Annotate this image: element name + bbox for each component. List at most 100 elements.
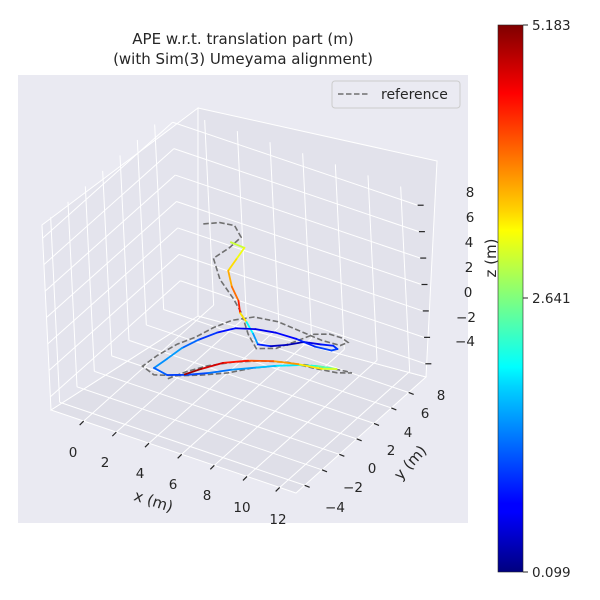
chart-title-line2: (with Sim(3) Umeyama alignment) [113,50,373,68]
grid-line [48,253,180,371]
estimate-segment [227,258,238,272]
grid-line [94,370,340,455]
estimate-segment [295,337,316,348]
axis-tick [339,453,345,457]
z-tick-label: −4 [455,334,475,350]
axis-tick [177,453,183,459]
estimate-segment [227,269,233,288]
x-tick-labels: 0 2 4 6 8 10 12 [69,445,287,528]
estimate-segment [316,365,334,370]
colorbar-tick-label-mid: 2.641 [532,291,571,307]
estimate-segment [286,341,305,346]
reference-trajectory [141,221,353,380]
grid-layer [42,120,432,492]
grid-line [83,304,214,422]
grid-line [175,174,421,259]
estimate-segment [185,372,210,376]
colorbar-gradient [498,25,523,572]
estimate-segment [153,357,169,369]
estimate-segment [183,367,203,376]
y-tick-label: 6 [421,406,430,422]
estimate-segment [230,285,240,302]
z-tick-label: −2 [456,310,476,326]
grid-line [246,360,378,477]
estimate-segment [197,331,218,341]
grid-line [111,355,357,440]
grid-line [177,227,423,312]
estimate-segment [166,346,184,360]
axis-tick [275,487,281,492]
estimate-segment [235,246,246,261]
axis-tick [391,407,397,411]
estimate-segment [230,366,258,371]
legend-label-reference: reference [381,87,448,103]
x-tick-label: 12 [269,512,286,528]
estimate-segment [239,312,248,324]
z-tick-label: 2 [465,260,474,276]
grid-line [180,280,426,365]
z-tick-label: 6 [466,210,475,226]
grid-line [176,201,422,285]
grid-line [42,121,173,239]
grid-line [148,326,280,444]
estimate-segment [252,332,259,346]
estimate-segment [274,331,298,340]
y-tick-label: 8 [437,388,446,404]
estimate-segment [216,327,237,334]
axis-tick [356,438,362,442]
grid-line [44,174,176,292]
grid-line [46,201,177,318]
axis-tick [209,464,215,470]
y-tick-label: 2 [387,443,396,459]
estimate-segment [320,343,335,347]
back-wall-pane [197,107,438,378]
colorbar-tick-label-min: 0.099 [532,565,571,581]
estimate-segment [269,343,289,348]
grid-line [163,308,409,393]
estimate-segment [254,328,277,334]
estimate-segment [330,348,339,352]
z-axis-label: z (m) [482,239,500,278]
axis-tick [408,391,414,396]
y-tick-label: −4 [325,500,345,516]
colorbar-tick-label-max: 5.183 [532,18,571,34]
estimate-segment [313,345,333,352]
estimate-segment [229,241,246,249]
y-tick-label: −2 [343,480,363,496]
z-tick-label: 8 [466,185,475,201]
estimate-segment [222,359,249,364]
estimate-segment [297,363,323,370]
z-tick-label: 0 [464,285,473,301]
x-tick-label: 0 [69,445,78,461]
grid-line [178,253,425,338]
estimate-segment [181,338,200,349]
grid-line [76,386,323,471]
axis-tick [373,422,380,426]
x-tick-label: 6 [169,477,178,493]
legend: reference [331,80,461,109]
x-tick-label: 10 [233,500,250,516]
estimate-segment [207,368,233,374]
x-tick-label: 2 [101,455,110,471]
axis-tick [144,442,150,448]
grid-line [59,401,305,486]
grid-line [47,227,179,345]
y-tick-label: 4 [404,425,413,441]
estimate-segment [234,327,257,331]
x-tick-label: 4 [136,466,145,482]
estimate-segment [256,343,272,348]
y-tick-labels: −4 −2 0 2 4 6 8 [325,388,445,516]
y-tick-label: 0 [368,461,377,477]
estimated-trajectory [153,241,339,376]
estimate-segment [255,364,278,369]
axis-tick [111,431,117,437]
estimate-segment [200,361,224,370]
estimate-segment [272,360,300,366]
reference-path [141,221,353,380]
x-tick-label: 8 [203,488,212,504]
colorbar: 5.183 2.641 0.099 [497,18,571,581]
grid-line [181,337,312,455]
axis-tick [242,475,248,481]
estimate-segment [245,321,255,335]
